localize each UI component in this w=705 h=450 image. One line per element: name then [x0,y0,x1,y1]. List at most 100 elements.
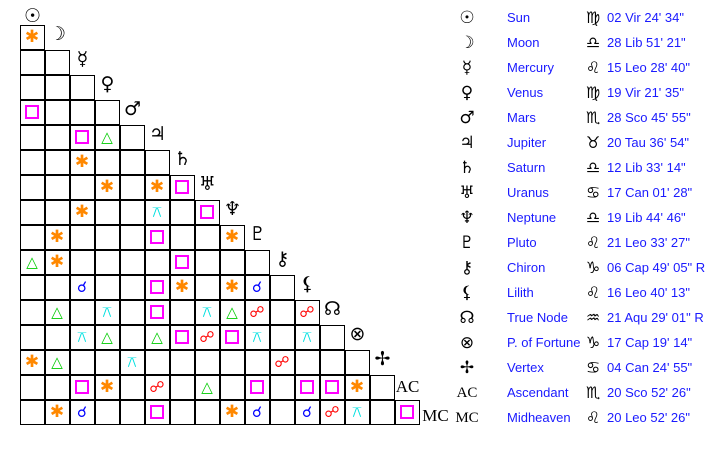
aspect-cell [194,224,220,250]
zodiac-sign-icon: ♏ [585,108,601,127]
aspect-cell [94,274,120,300]
trine-icon: △ [201,377,213,396]
planet-row: ✢ Vertex ♋ 04 Can 24' 55" [455,355,705,380]
opposition-icon: ☍ [299,302,315,321]
aspect-cell [194,199,220,225]
aspect-cell [144,224,170,250]
square-icon [175,330,189,344]
planet-row: ♀ Venus ♍ 19 Vir 21' 35" [455,80,705,105]
zodiac-sign-icon: ♍ [585,83,601,102]
zodiac-sign-icon: ♌ [585,408,601,427]
square-icon [75,130,89,144]
planet-name: Vertex [507,360,544,375]
planet-glyph-icon: ♄ [459,158,475,178]
planet-row: ⊗ P. of Fortune ♑ 17 Cap 19' 14" [455,330,705,355]
planet-name: Uranus [507,185,549,200]
planet-name: Mercury [507,60,554,75]
aspect-cell [369,374,395,400]
planet-position: 20 Tau 36' 54" [607,135,690,150]
trine-icon: △ [101,327,113,346]
p-of-fortune-glyph-icon: ⊗ [349,322,366,345]
conjunction-icon: ☌ [251,277,263,296]
aspect-cell: ☍ [319,399,345,425]
conjunction-icon: ☌ [76,402,88,421]
quincunx-icon: ⚻ [102,302,112,321]
aspect-cell [119,274,145,300]
aspect-cell [269,274,295,300]
planet-row: ☽ Moon ♎ 28 Lib 51' 21" [455,30,705,55]
true-node-glyph-icon: ☊ [324,297,341,320]
planet-position: 15 Leo 28' 40" [607,60,691,75]
aspect-cell [19,399,45,425]
planet-position: 17 Cap 19' 14" [607,335,693,350]
square-icon [325,380,339,394]
aspect-cell [44,99,70,125]
aspect-cell: ⚻ [344,399,370,425]
aspect-cell [169,374,195,400]
aspect-cell: ☍ [269,349,295,375]
aspect-cell [244,249,270,275]
opposition-icon: ☍ [324,402,340,421]
zodiac-sign-icon: ♑ [585,333,601,352]
trine-icon: △ [101,127,113,146]
sextile-icon: ✱ [49,226,65,247]
quincunx-icon: ⚻ [352,402,362,421]
planet-position: 21 Leo 33' 27" [607,235,691,250]
aspect-cell [319,324,345,350]
aspect-cell: ✱ [94,374,120,400]
aspect-cell [119,199,145,225]
aspect-cell [69,299,95,325]
aspect-cell: ☌ [69,274,95,300]
planet-glyph-icon: ♇ [459,233,475,253]
aspect-cell: ☌ [244,274,270,300]
zodiac-sign-icon: ♏ [585,383,601,402]
aspect-cell [19,99,45,125]
aspect-cell [44,174,70,200]
aspect-cell [219,249,245,275]
planet-row: ☉ Sun ♍ 02 Vir 24' 34" [455,5,705,30]
planet-row: AC Ascendant ♏ 20 Sco 52' 26" [455,380,705,405]
aspect-cell [19,274,45,300]
sextile-icon: ✱ [224,226,240,247]
planet-glyph-icon: ☽ [459,33,475,53]
aspect-cell [369,399,395,425]
aspect-cell: ⚻ [69,324,95,350]
aspect-cell [19,174,45,200]
aspect-cell: △ [94,324,120,350]
planet-name: Neptune [507,210,557,225]
square-icon [150,405,164,419]
sun-glyph-icon: ☉ [23,4,42,27]
planet-row: ♆ Neptune ♎ 19 Lib 44' 46" [455,205,705,230]
planet-row: ☊ True Node ♒ 21 Aqu 29' 01" R [455,305,705,330]
aspect-cell: ☍ [144,374,170,400]
aspect-cell: ✱ [44,249,70,275]
aspect-cell: ⚻ [244,324,270,350]
aspect-cell [169,324,195,350]
aspect-cell [69,374,95,400]
trine-icon: △ [26,252,38,271]
conjunction-icon: ☌ [251,402,263,421]
aspect-cell [19,224,45,250]
planet-name: Sun [507,10,531,25]
aspect-cell [294,374,320,400]
quincunx-icon: ⚻ [127,352,137,371]
aspect-cell [169,174,195,200]
aspect-cell: ✱ [44,224,70,250]
aspect-cell: ✱ [69,199,95,225]
aspect-cell [44,274,70,300]
sextile-icon: ✱ [99,176,115,197]
planet-glyph-icon: ☉ [459,8,475,28]
aspect-cell [69,99,95,125]
aspect-cell [19,199,45,225]
aspect-cell [44,374,70,400]
zodiac-sign-icon: ♉ [585,133,601,152]
planet-glyph-icon: AC [456,385,478,401]
aspect-cell [144,299,170,325]
midheaven-glyph-icon: MC [422,405,449,425]
aspect-cell [44,199,70,225]
zodiac-sign-icon: ♌ [585,233,601,252]
aspect-cell [19,49,45,75]
aspect-cell [69,224,95,250]
planet-glyph-icon: ⚸ [460,283,474,303]
planet-glyph-icon: ☊ [459,308,475,328]
